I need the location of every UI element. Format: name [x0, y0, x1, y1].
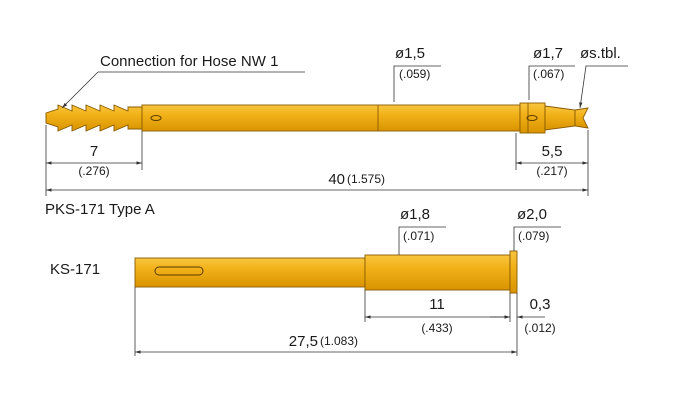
- part-label: KS-171: [50, 261, 100, 278]
- dim-inch: (.071): [403, 229, 434, 243]
- dim-inch: (.079): [518, 229, 549, 243]
- dim-value: 11: [429, 296, 445, 313]
- dim-value: ø1,7: [533, 45, 563, 62]
- dim-value: ø1,8: [400, 206, 430, 223]
- dim-value: øs.tbl.: [580, 45, 621, 62]
- dim-value: 27,5: [289, 333, 318, 350]
- dim-value: 0,3: [530, 296, 551, 313]
- dim-inch: (.067): [533, 67, 564, 81]
- dim-value: 40: [328, 171, 345, 188]
- annotation: Connection for Hose NW 1: [100, 53, 278, 70]
- dim-inch: (1.575): [347, 172, 385, 186]
- ks-receptacle: [134, 250, 518, 294]
- dim-value: ø1,5: [395, 45, 425, 62]
- dim-inch: (.217): [536, 164, 567, 178]
- dim-inch: (.433): [421, 321, 452, 335]
- dim-value: ø2,0: [517, 206, 547, 223]
- dim-inch: (.012): [524, 321, 555, 335]
- pks-probe: [45, 102, 589, 134]
- part-label: PKS-171 Type A: [45, 201, 155, 218]
- dim-inch: (.059): [399, 67, 430, 81]
- dim-value: 5,5: [542, 143, 563, 160]
- dim-inch: (1.083): [320, 334, 358, 348]
- dim-value: 7: [90, 143, 98, 160]
- dim-inch: (.276): [78, 164, 109, 178]
